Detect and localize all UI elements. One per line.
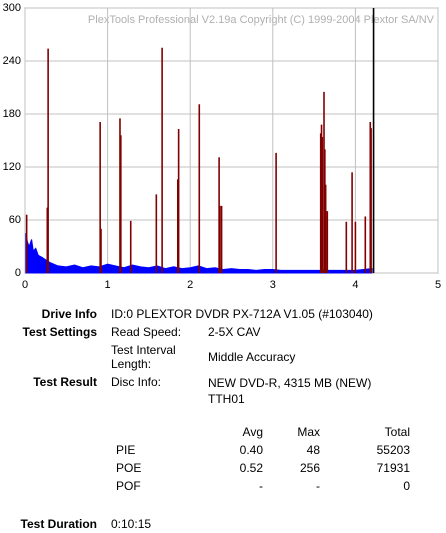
label: Test Settings xyxy=(22,325,97,339)
y-tick-label: 180 xyxy=(3,108,21,120)
x-tick-label: 4 xyxy=(352,279,358,291)
chart-title: PlexTools Professional V2.19a Copyright … xyxy=(88,14,435,26)
value: NEW DVD-R, 4315 MB (NEW) TTH01 xyxy=(208,376,372,406)
label: Test Duration xyxy=(20,517,97,531)
cell: 0.40 xyxy=(239,443,263,457)
row-label: PIE xyxy=(116,443,136,457)
cell: 0.52 xyxy=(239,461,263,475)
value: Middle Accuracy xyxy=(208,350,296,364)
label: Drive Info xyxy=(41,307,97,321)
label: Disc Info: xyxy=(111,375,162,389)
cell: 256 xyxy=(299,461,320,475)
plot-area xyxy=(24,7,439,274)
x-tick-label: 3 xyxy=(270,279,276,291)
y-tick-label: 120 xyxy=(3,161,21,173)
y-tick-label: 0 xyxy=(15,267,21,279)
y-tick-label: 60 xyxy=(9,214,21,226)
row-label: POF xyxy=(116,479,141,493)
column-header: Max xyxy=(297,425,320,439)
label: Test Interval Length: xyxy=(111,343,176,371)
y-tick-label: 240 xyxy=(3,55,21,67)
x-tick-label: 2 xyxy=(187,279,193,291)
cell: 0 xyxy=(403,479,410,493)
value: ID:0 PLEXTOR DVDR PX-712A V1.05 (#103040… xyxy=(111,307,373,321)
x-tick-label: 0 xyxy=(22,279,28,291)
chart: PlexTools Professional V2.19a Copyright … xyxy=(3,2,441,291)
label: Read Speed: xyxy=(111,325,182,339)
row-label: POE xyxy=(116,461,142,475)
value: 2-5X CAV xyxy=(208,325,261,339)
cell: 55203 xyxy=(376,443,410,457)
x-tick-label: 1 xyxy=(105,279,111,291)
y-tick-label: 300 xyxy=(3,2,21,14)
column-header: Total xyxy=(384,425,410,439)
cell: 71931 xyxy=(376,461,410,475)
label: Test Result xyxy=(33,375,97,389)
cell: 48 xyxy=(306,443,320,457)
value: 0:10:15 xyxy=(111,517,152,531)
cell: - xyxy=(259,479,263,493)
cell: - xyxy=(316,479,320,493)
column-header: Avg xyxy=(242,425,263,439)
x-tick-label: 5 xyxy=(435,279,441,291)
